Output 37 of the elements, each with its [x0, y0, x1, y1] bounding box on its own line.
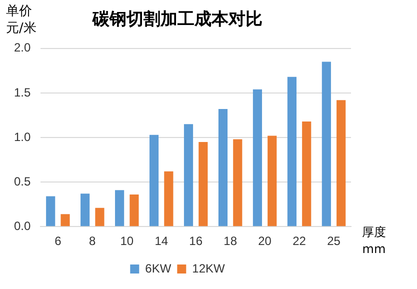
- x-tick-label: 8: [89, 234, 96, 248]
- y-tick-label: 2.0: [14, 40, 31, 55]
- bar: [115, 190, 124, 226]
- x-tick-label: 6: [54, 234, 62, 248]
- x-tick-label: 18: [224, 234, 238, 248]
- x-tick-label: 14: [154, 234, 168, 248]
- bar: [95, 208, 104, 226]
- x-tick-label: 25: [327, 234, 341, 248]
- bar: [60, 214, 70, 226]
- bar: [336, 100, 346, 226]
- x-tick-label: 22: [292, 234, 306, 248]
- chart-title: 碳钢切割加工成本对比: [92, 10, 262, 30]
- bar: [322, 62, 331, 226]
- bar: [302, 121, 312, 226]
- bar: [80, 194, 90, 226]
- x-axis-title: 厚度 mm: [362, 224, 386, 258]
- bar: [130, 194, 139, 226]
- legend-label: 12KW: [192, 261, 226, 276]
- y-axis-title: 单价元/米: [6, 3, 38, 37]
- y-tick-label: 1.5: [14, 85, 31, 100]
- x-tick-label: 10: [120, 234, 134, 248]
- bar: [287, 76, 296, 226]
- bar: [218, 108, 228, 226]
- x-tick-label: 16: [189, 234, 203, 248]
- legend-label: 6KW: [145, 261, 172, 276]
- x-tick-label: 20: [258, 234, 272, 248]
- bar: [164, 171, 174, 226]
- y-tick-label: 0.0: [14, 218, 31, 233]
- bar: [198, 142, 208, 226]
- bar: [184, 124, 194, 226]
- bar: [268, 136, 277, 226]
- bar: [149, 134, 159, 226]
- bar: [46, 196, 56, 226]
- bar: [233, 139, 242, 226]
- bar: [252, 89, 262, 226]
- y-tick-label: 1.0: [14, 130, 31, 144]
- y-tick-label: 0.5: [14, 174, 31, 188]
